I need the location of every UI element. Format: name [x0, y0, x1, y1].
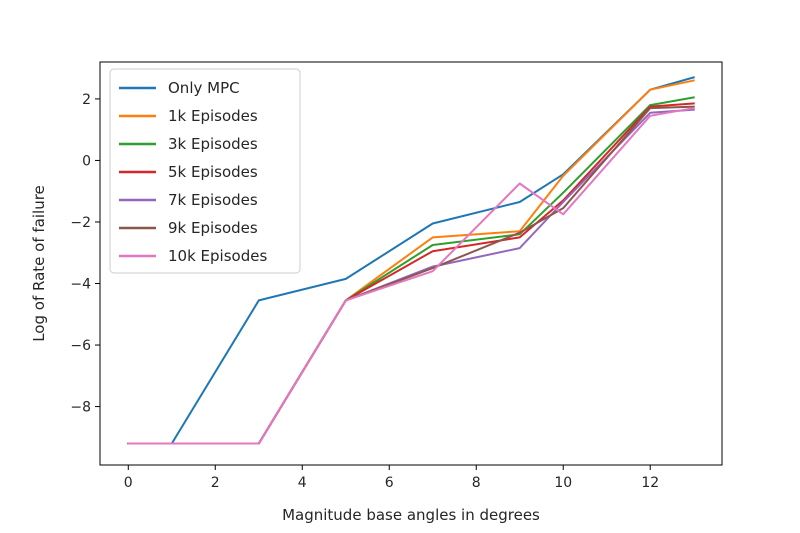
x-axis-label: Magnitude base angles in degrees [282, 506, 540, 524]
x-tick-label: 0 [124, 475, 133, 491]
y-axis-label: Log of Rate of failure [30, 185, 48, 342]
x-tick-label: 2 [211, 475, 220, 491]
y-tick-label: −2 [70, 215, 91, 231]
legend-label: Only MPC [168, 79, 240, 97]
series-line-7 [127, 106, 695, 445]
x-axis: 0 2 4 6 8 10 12 [124, 465, 659, 491]
legend-label: 3k Episodes [168, 135, 258, 153]
x-tick-label: 4 [298, 475, 307, 491]
x-tick-label: 12 [641, 475, 659, 491]
x-tick-label: 8 [472, 475, 481, 491]
y-tick-label: 0 [82, 153, 91, 169]
legend-label: 10k Episodes [168, 247, 267, 265]
x-tick-label: 6 [385, 475, 394, 491]
plot-frame [99, 61, 723, 466]
y-tick-label: −6 [70, 338, 91, 354]
series-layer [127, 76, 695, 445]
legend-label: 1k Episodes [168, 107, 258, 125]
legend: Only MPC 1k Episodes 3k Episodes 5k Episode… [109, 68, 301, 274]
y-tick-label: −8 [70, 400, 91, 416]
legend-box [109, 68, 301, 274]
legend-label: 9k Episodes [168, 219, 258, 237]
y-axis: −8 −6 −4 −2 0 2 [70, 92, 100, 416]
legend-label: 7k Episodes [168, 191, 258, 209]
y-tick-label: 2 [82, 92, 91, 108]
x-tick-label: 10 [554, 475, 572, 491]
y-tick-label: −4 [70, 276, 91, 292]
legend-label: 5k Episodes [168, 163, 258, 181]
